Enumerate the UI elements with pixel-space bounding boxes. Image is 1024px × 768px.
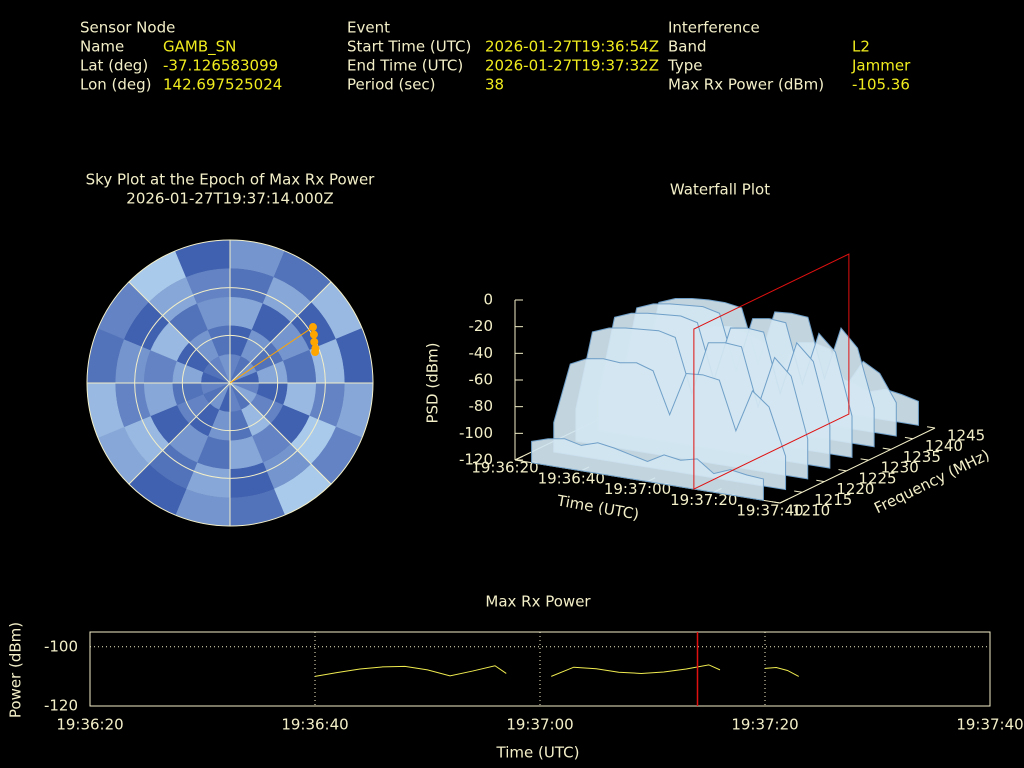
y-tick [816, 479, 825, 483]
info-label: End Time (UTC) [347, 57, 463, 75]
info-label: Name [80, 38, 124, 56]
info-label: Max Rx Power (dBm) [668, 76, 824, 94]
y-tick [882, 447, 891, 450]
sky-spoke [229, 382, 332, 485]
z-axis-title: PSD (dBm) [424, 342, 442, 423]
y-tick [771, 501, 781, 504]
x-tick-label: 19:37:20 [670, 491, 737, 509]
info-title: Interference [668, 19, 760, 37]
sky-marker [308, 323, 317, 332]
y-tick-label: 1240 [925, 437, 963, 455]
info-value: 142.697525024 [163, 76, 282, 94]
x-tick-label: 19:36:40 [281, 716, 348, 734]
x-tick-label: 19:37:00 [506, 716, 573, 734]
z-tick-label: -100 [459, 424, 493, 442]
y-tick-label: 1230 [881, 459, 919, 477]
info-title: Event [347, 19, 390, 37]
sky-marker-line [229, 326, 314, 384]
y-tick-label: 1225 [858, 469, 896, 487]
surface-strip [531, 438, 764, 501]
waterfall-title: Waterfall Plot [670, 181, 770, 199]
sky-marker [311, 348, 320, 357]
x-tick-label: 19:36:40 [538, 469, 605, 487]
z-tick-label: -40 [469, 344, 494, 362]
sky-marker [310, 337, 319, 346]
info-label: Type [667, 57, 702, 75]
x-tick [514, 455, 523, 461]
x-axis-title: Time (UTC) [496, 744, 580, 762]
info-value: 2026-01-27T19:36:54Z [485, 38, 659, 56]
x-tick-label: 19:37:40 [736, 502, 803, 520]
info-value: 2026-01-27T19:37:32Z [485, 57, 659, 75]
z-tick-label: -80 [469, 397, 494, 415]
x-tick-label: 19:36:20 [471, 459, 538, 477]
sky-spoke [128, 382, 231, 485]
sky-spoke [128, 281, 231, 384]
y-axis-title: Power (dBm) [7, 622, 25, 718]
info-value: 38 [485, 76, 504, 94]
x-tick-label: 19:37:00 [604, 480, 671, 498]
info-value: Jammer [851, 57, 911, 75]
sky-subtitle: 2026-01-27T19:37:14.000Z [126, 190, 333, 208]
y-tick [838, 469, 847, 472]
sky-marker [309, 330, 318, 339]
z-tick-label: -60 [469, 371, 494, 389]
info-value: -105.36 [852, 76, 910, 94]
y-tick [904, 436, 913, 440]
z-tick-label: -20 [469, 317, 494, 335]
y-tick [860, 458, 869, 461]
info-label: Start Time (UTC) [347, 38, 471, 56]
power-line [314, 664, 799, 677]
axis-edge [779, 427, 936, 504]
y-tick-label: 1245 [947, 427, 985, 445]
y-tick [926, 426, 936, 429]
x-tick-label: 19:36:20 [56, 716, 123, 734]
sky-spoke [229, 281, 332, 384]
info-value: -37.126583099 [163, 57, 278, 75]
x-tick-label: 19:37:20 [731, 716, 798, 734]
y-tick-label: 1235 [903, 448, 941, 466]
sky-title: Sky Plot at the Epoch of Max Rx Power [86, 171, 376, 189]
info-value: GAMB_SN [163, 38, 236, 57]
y-tick [794, 490, 803, 493]
x-tick-label: 19:37:40 [956, 716, 1023, 734]
y-tick-label: 1215 [814, 491, 852, 509]
y-tick-label: 1210 [792, 502, 830, 520]
info-label: Lat (deg) [80, 57, 148, 75]
line-title: Max Rx Power [485, 593, 591, 611]
x-tick [779, 498, 788, 504]
y-tick-label: -120 [44, 697, 78, 715]
epoch-plane [693, 253, 850, 490]
info-value: L2 [852, 38, 870, 56]
z-tick-label: 0 [483, 291, 493, 309]
z-tick-label: -120 [459, 451, 493, 469]
y-tick-label: 1220 [836, 480, 874, 498]
info-label: Period (sec) [347, 76, 436, 94]
info-label: Lon (deg) [80, 76, 152, 94]
info-label: Band [668, 38, 707, 56]
y-tick-label: -100 [44, 637, 78, 655]
info-title: Sensor Node [80, 19, 175, 37]
